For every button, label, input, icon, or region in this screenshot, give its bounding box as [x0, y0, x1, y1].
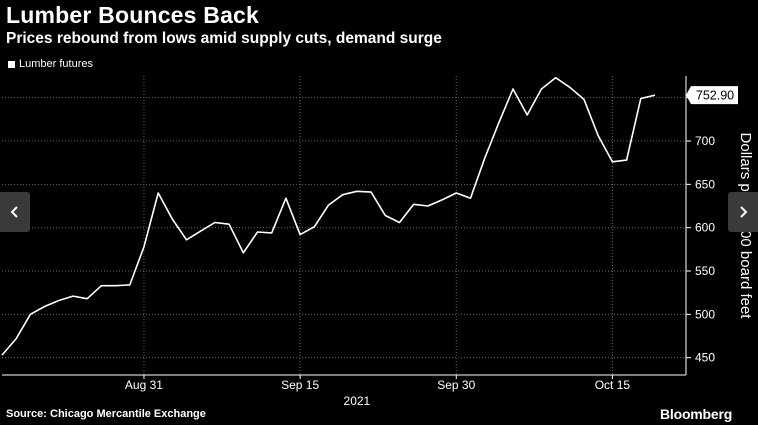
legend: Lumber futures [8, 58, 93, 70]
x-year-label: 2021 [344, 394, 371, 408]
chart-subtitle: Prices rebound from lows amid supply cut… [6, 30, 442, 47]
y-tick-label: 600 [695, 221, 715, 235]
legend-label: Lumber futures [19, 58, 93, 70]
next-chart-button[interactable] [728, 192, 758, 232]
source-note: Source: Chicago Mercantile Exchange [6, 408, 206, 420]
legend-swatch [8, 60, 15, 68]
chevron-left-icon [10, 206, 18, 218]
bloomberg-logo: Bloomberg [660, 406, 733, 422]
chevron-right-icon [740, 206, 748, 218]
lumber-futures-line [1, 76, 656, 356]
y-tick-label: 650 [695, 177, 715, 191]
y-tick-label: 550 [695, 264, 715, 278]
x-tick-label: Sep 15 [281, 378, 319, 392]
last-value-label: 752.90 [696, 89, 734, 103]
chart-title: Lumber Bounces Back [6, 2, 260, 28]
x-tick-label: Oct 15 [595, 378, 631, 392]
y-tick-label: 450 [695, 351, 715, 365]
y-tick-label: 500 [695, 307, 715, 321]
y-tick-label: 700 [695, 134, 715, 148]
previous-chart-button[interactable] [0, 192, 30, 232]
last-value-badge [686, 86, 738, 105]
x-tick-label: Sep 30 [437, 378, 475, 392]
x-tick-label: Aug 31 [125, 378, 163, 392]
